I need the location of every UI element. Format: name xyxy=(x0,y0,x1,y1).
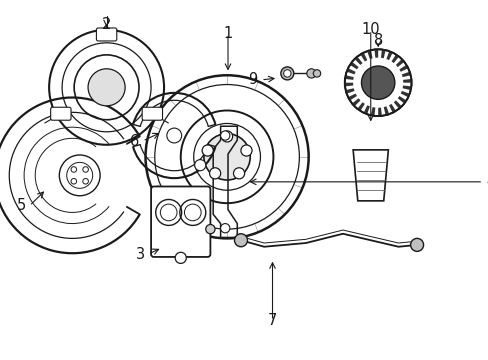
Polygon shape xyxy=(393,100,401,109)
Circle shape xyxy=(220,224,229,233)
Circle shape xyxy=(233,168,244,179)
Polygon shape xyxy=(391,54,398,63)
Text: 9: 9 xyxy=(248,72,257,87)
Circle shape xyxy=(361,66,394,99)
Polygon shape xyxy=(400,91,409,97)
Text: 2: 2 xyxy=(102,17,111,32)
Circle shape xyxy=(280,67,293,80)
Text: 6: 6 xyxy=(129,134,139,149)
Polygon shape xyxy=(402,85,410,90)
Polygon shape xyxy=(344,83,353,86)
Polygon shape xyxy=(401,72,410,77)
Polygon shape xyxy=(346,68,355,75)
Polygon shape xyxy=(360,53,366,62)
Polygon shape xyxy=(377,108,381,116)
FancyBboxPatch shape xyxy=(142,107,162,120)
Text: 1: 1 xyxy=(223,26,232,41)
FancyBboxPatch shape xyxy=(51,107,71,120)
Text: 8: 8 xyxy=(373,33,382,49)
Polygon shape xyxy=(345,75,353,80)
Circle shape xyxy=(306,69,315,78)
Circle shape xyxy=(82,167,88,172)
Circle shape xyxy=(202,145,213,156)
Circle shape xyxy=(410,238,423,251)
Circle shape xyxy=(220,131,229,140)
Circle shape xyxy=(313,70,320,77)
Polygon shape xyxy=(374,49,377,58)
Polygon shape xyxy=(354,57,362,65)
Polygon shape xyxy=(402,79,411,83)
Circle shape xyxy=(205,225,215,234)
Polygon shape xyxy=(370,107,375,116)
Polygon shape xyxy=(347,94,356,100)
Text: 7: 7 xyxy=(267,314,277,328)
Text: 3: 3 xyxy=(135,247,144,262)
Circle shape xyxy=(71,167,77,172)
Circle shape xyxy=(221,131,232,142)
Polygon shape xyxy=(345,88,354,94)
Polygon shape xyxy=(357,102,364,111)
Circle shape xyxy=(194,159,205,171)
Polygon shape xyxy=(349,62,358,69)
Polygon shape xyxy=(383,106,388,115)
Circle shape xyxy=(175,252,186,264)
Circle shape xyxy=(241,145,251,156)
Text: 5: 5 xyxy=(17,198,26,213)
Circle shape xyxy=(209,168,220,179)
Polygon shape xyxy=(366,50,372,59)
Polygon shape xyxy=(395,59,404,67)
Circle shape xyxy=(166,128,182,143)
Polygon shape xyxy=(380,50,385,58)
Polygon shape xyxy=(397,96,406,103)
Text: 4: 4 xyxy=(486,174,488,189)
Circle shape xyxy=(82,179,88,184)
Polygon shape xyxy=(388,104,395,113)
Circle shape xyxy=(344,49,411,116)
Text: 10: 10 xyxy=(361,22,379,37)
Circle shape xyxy=(71,179,77,184)
Circle shape xyxy=(283,70,290,77)
Circle shape xyxy=(88,69,125,106)
Polygon shape xyxy=(386,51,392,60)
Circle shape xyxy=(234,234,247,247)
Polygon shape xyxy=(351,98,360,106)
Polygon shape xyxy=(363,105,369,114)
FancyBboxPatch shape xyxy=(96,28,117,41)
Circle shape xyxy=(203,134,250,180)
Polygon shape xyxy=(399,65,407,72)
FancyBboxPatch shape xyxy=(151,186,210,257)
